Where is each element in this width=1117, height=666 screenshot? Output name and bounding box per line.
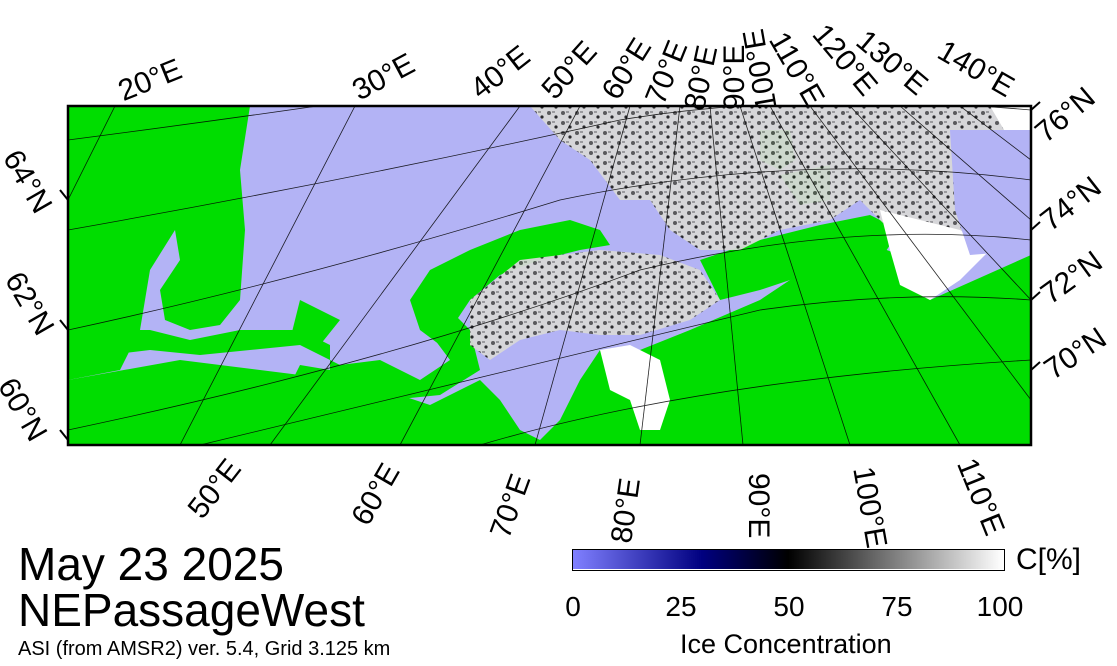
colorbar bbox=[572, 549, 1005, 571]
land-siberia bbox=[68, 240, 1031, 445]
lon-label-bottom-90e: 90°E bbox=[742, 473, 775, 539]
land-scandinavia bbox=[68, 106, 250, 380]
sea-ice-ob-gulf bbox=[600, 345, 670, 430]
map-frame-border bbox=[66, 104, 1033, 447]
colorbar-tick: 50 bbox=[773, 591, 805, 622]
map-date: May 23 2025 bbox=[18, 538, 284, 590]
land-kola bbox=[290, 300, 340, 345]
land-taimyr bbox=[700, 215, 900, 300]
colorbar-tick: 75 bbox=[881, 591, 913, 622]
lat-label-ticks bbox=[59, 101, 1041, 441]
colorbar-unit: C[%] bbox=[1016, 543, 1082, 576]
map-source-note: ASI (from AMSR2) ver. 5.4, Grid 3.125 km bbox=[18, 638, 391, 660]
sea-ice-kara bbox=[470, 250, 720, 360]
colorbar-tick: 0 bbox=[565, 591, 581, 622]
colorbar-title: Ice Concentration bbox=[680, 629, 892, 659]
sea-water-east bbox=[950, 130, 1031, 255]
land-novaya-zemlya bbox=[410, 220, 610, 345]
colorbar-tick: 25 bbox=[665, 591, 697, 622]
colorbar-tick: 100 bbox=[976, 591, 1024, 622]
graticule bbox=[68, 106, 1031, 445]
map-region-title: NEPassageWest bbox=[18, 584, 365, 636]
land-finland bbox=[68, 300, 480, 400]
